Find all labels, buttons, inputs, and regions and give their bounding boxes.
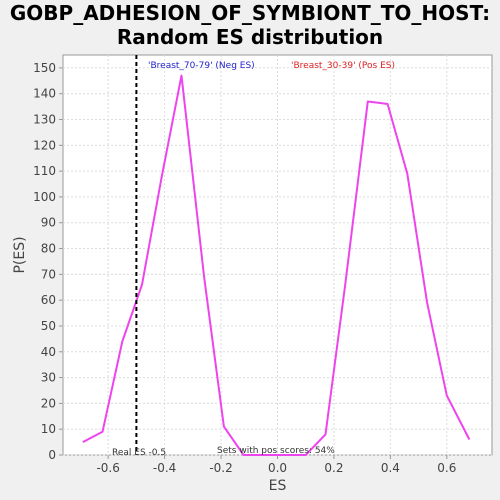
y-tick-label: 50 bbox=[41, 319, 56, 333]
y-tick-label: 70 bbox=[41, 267, 56, 281]
pos-es-label: 'Breast_30-39' (Pos ES) bbox=[291, 61, 395, 71]
x-tick-label: 0.4 bbox=[381, 461, 400, 475]
y-tick-label: 140 bbox=[33, 87, 56, 101]
y-tick-label: 110 bbox=[33, 164, 56, 178]
x-tick-label: -0.4 bbox=[153, 461, 176, 475]
x-tick-label: 0.2 bbox=[324, 461, 343, 475]
pos-scores-label: Sets with pos scores: 54% bbox=[217, 446, 335, 456]
y-tick-label: 80 bbox=[41, 242, 56, 256]
chart-title-line1: GOBP_ADHESION_OF_SYMBIONT_TO_HOST: bbox=[10, 1, 490, 25]
axis-ticks: 0 10 20 30 40 50 60 70 80 90 100 110 120 130 140 150 -0.… bbox=[33, 61, 456, 475]
y-tick-label: 10 bbox=[41, 422, 56, 436]
y-tick-label: 30 bbox=[41, 371, 56, 385]
neg-es-label: 'Breast_70-79' (Neg ES) bbox=[148, 61, 255, 71]
x-axis-label: ES bbox=[269, 478, 287, 494]
y-axis-label: P(ES) bbox=[12, 236, 28, 273]
series-layer bbox=[82, 74, 471, 456]
x-tick-label: -0.2 bbox=[209, 461, 232, 475]
y-tick-label: 20 bbox=[41, 396, 56, 410]
real-es-label: Real ES -0.5 bbox=[112, 448, 166, 458]
chart-title-line2: Random ES distribution bbox=[117, 25, 383, 49]
y-tick-label: 120 bbox=[33, 138, 56, 152]
y-tick-label: 100 bbox=[33, 190, 56, 204]
y-tick-label: 40 bbox=[41, 345, 56, 359]
y-tick-label: 150 bbox=[33, 61, 56, 75]
es-distribution-line bbox=[82, 74, 471, 456]
y-tick-label: 90 bbox=[41, 216, 56, 230]
x-tick-label: 0.6 bbox=[437, 461, 456, 475]
y-tick-label: 130 bbox=[33, 113, 56, 127]
y-tick-label: 0 bbox=[48, 448, 56, 462]
y-tick-label: 60 bbox=[41, 293, 56, 307]
x-tick-label: -0.6 bbox=[96, 461, 119, 475]
x-tick-label: 0.0 bbox=[268, 461, 287, 475]
grid bbox=[63, 55, 492, 456]
